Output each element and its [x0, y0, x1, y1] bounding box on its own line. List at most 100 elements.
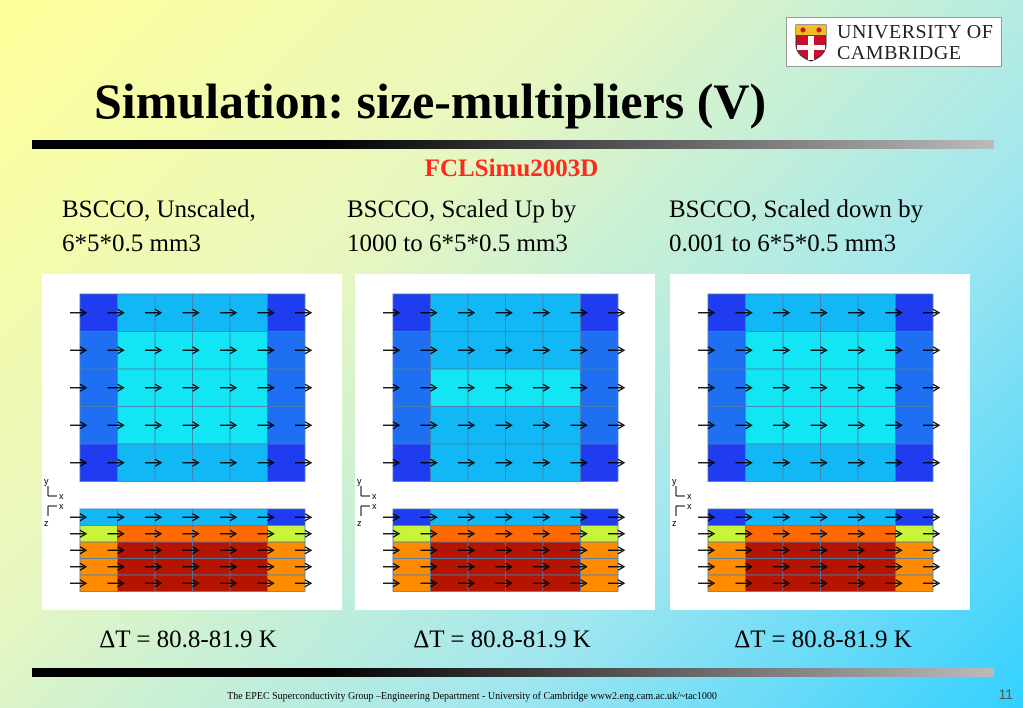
flux-arrow: [885, 308, 903, 317]
flux-arrow: [698, 562, 716, 571]
flux-arrow: [145, 458, 163, 467]
flux-arrow: [810, 529, 828, 538]
flux-arrow: [220, 579, 238, 588]
flux-arrow: [182, 346, 200, 355]
flux-arrow: [735, 562, 753, 571]
flux-arrow: [295, 562, 313, 571]
flux-arrow: [70, 546, 88, 555]
flux-arrow: [145, 513, 163, 522]
flux-arrow: [220, 308, 238, 317]
axis-triad-icon: [360, 486, 370, 516]
flux-arrow: [70, 346, 88, 355]
flux-arrow: [420, 421, 438, 430]
flux-arrow: [458, 383, 476, 392]
flux-arrow: [533, 529, 551, 538]
flux-arrow: [698, 546, 716, 555]
flux-arrow: [810, 421, 828, 430]
flux-arrow: [570, 421, 588, 430]
flux-arrow: [295, 529, 313, 538]
flux-arrow: [145, 421, 163, 430]
flux-arrow: [257, 421, 275, 430]
flux-arrow: [458, 346, 476, 355]
flux-arrow: [257, 562, 275, 571]
flux-arrow: [70, 458, 88, 467]
flux-arrow: [923, 458, 941, 467]
delta-t-scaled-down: ΔT = 80.8-81.9 K: [734, 626, 912, 653]
flux-arrow: [810, 346, 828, 355]
logo-line-2: CAMBRIDGE: [837, 42, 962, 64]
footer-divider: [32, 668, 994, 677]
flux-arrow: [810, 562, 828, 571]
flux-arrow: [495, 513, 513, 522]
flux-arrow: [923, 346, 941, 355]
flux-arrow: [848, 383, 866, 392]
flux-arrow: [458, 579, 476, 588]
flux-arrow: [773, 421, 791, 430]
flux-arrow: [70, 421, 88, 430]
flux-arrow: [848, 546, 866, 555]
axis-label-x: x: [687, 491, 692, 501]
flux-arrow: [220, 383, 238, 392]
flux-arrow: [570, 529, 588, 538]
flux-arrow: [533, 562, 551, 571]
flux-arrow: [885, 458, 903, 467]
axis-label-x: x: [59, 491, 64, 501]
flux-arrow: [220, 529, 238, 538]
flux-arrow: [848, 421, 866, 430]
flux-arrow: [458, 529, 476, 538]
delta-t-scaled-up: ΔT = 80.8-81.9 K: [413, 626, 591, 653]
flux-arrow: [420, 308, 438, 317]
flux-arrow: [107, 421, 125, 430]
flux-arrow: [107, 308, 125, 317]
flux-arrow: [810, 513, 828, 522]
university-logo: UNIVERSITY OF CAMBRIDGE: [786, 17, 1002, 67]
flux-arrow: [773, 308, 791, 317]
flux-arrow: [257, 513, 275, 522]
flux-arrow: [182, 562, 200, 571]
flux-arrow: [923, 546, 941, 555]
axis-triad-icon: [47, 486, 57, 516]
axis-label-z: z: [44, 518, 49, 528]
flux-arrow: [848, 529, 866, 538]
flux-arrow: [182, 529, 200, 538]
flux-arrow: [107, 529, 125, 538]
flux-arrow: [383, 546, 401, 555]
axis-label-x: x: [59, 501, 64, 511]
flux-arrow: [735, 458, 753, 467]
flux-arrow: [810, 308, 828, 317]
flux-arrow: [698, 421, 716, 430]
flux-arrow: [145, 546, 163, 555]
flux-arrow: [107, 346, 125, 355]
flux-arrow: [458, 421, 476, 430]
flux-arrow: [495, 421, 513, 430]
flux-arrow: [458, 513, 476, 522]
flux-arrow: [885, 513, 903, 522]
flux-arrow: [735, 308, 753, 317]
flux-arrow: [257, 529, 275, 538]
flux-arrow: [182, 308, 200, 317]
flux-arrow: [773, 562, 791, 571]
flux-arrow: [495, 308, 513, 317]
flux-arrow: [145, 579, 163, 588]
cambridge-shield-icon: [795, 24, 827, 62]
flux-arrow: [885, 562, 903, 571]
flux-arrow: [773, 529, 791, 538]
flux-arrow: [810, 458, 828, 467]
flux-arrow: [70, 562, 88, 571]
flux-arrow: [608, 346, 626, 355]
axis-triad-icon: [675, 486, 685, 516]
flux-arrow: [698, 579, 716, 588]
slide-title: Simulation: size-multipliers (V): [94, 73, 767, 129]
caption-scaled-down: BSCCO, Scaled down by 0.001 to 6*5*0.5 m…: [669, 196, 924, 257]
flux-arrow: [295, 579, 313, 588]
flux-arrow: [220, 421, 238, 430]
logo-text: UNIVERSITY OF CAMBRIDGE: [837, 22, 993, 64]
flux-arrow: [923, 421, 941, 430]
flux-arrow: [420, 562, 438, 571]
flux-arrow: [295, 421, 313, 430]
flux-arrow: [885, 383, 903, 392]
